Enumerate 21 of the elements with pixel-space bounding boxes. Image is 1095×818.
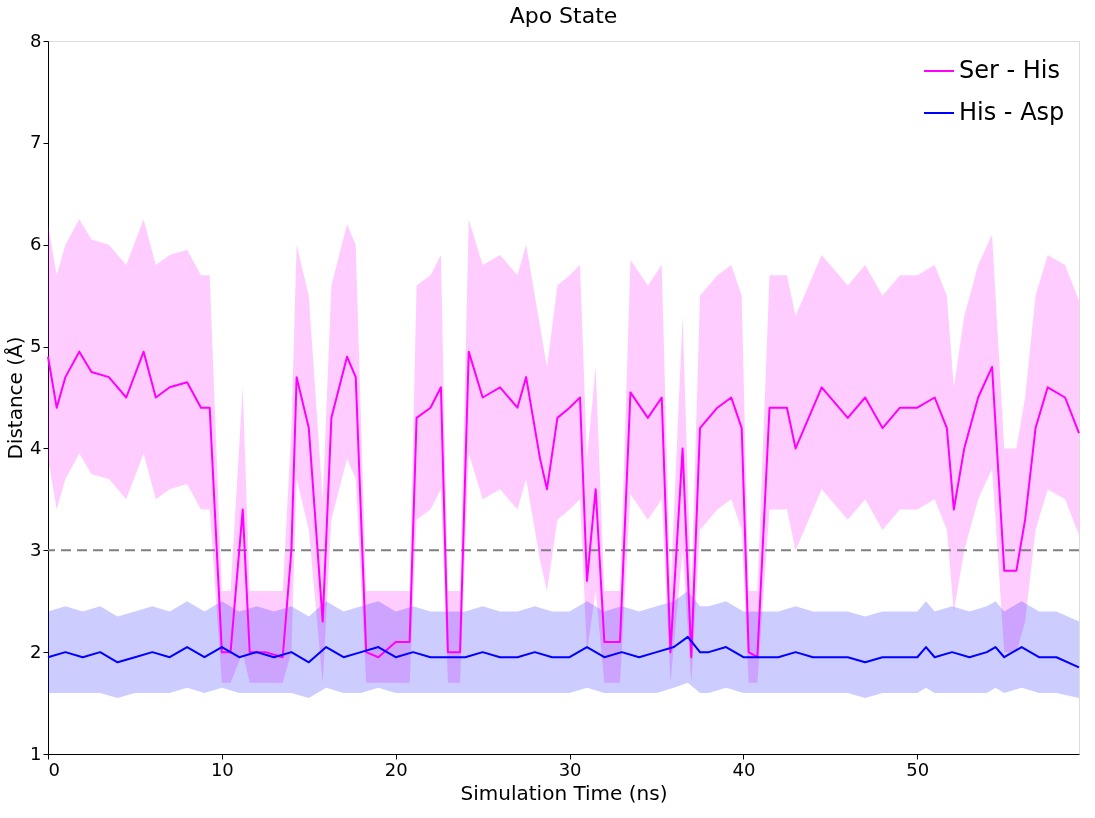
x-tick-label: 30 xyxy=(558,758,582,780)
y-tick-label: 5 xyxy=(30,335,42,357)
y-tick-label: 3 xyxy=(30,538,42,560)
legend-label: His - Asp xyxy=(959,98,1065,126)
y-tick-label: 4 xyxy=(30,436,42,458)
line-series xyxy=(47,635,1080,669)
x-tick-label: 10 xyxy=(210,758,234,780)
legend-label: Ser - His xyxy=(959,56,1061,84)
y-tick-label: 1 xyxy=(30,742,42,764)
y-tick-label: 6 xyxy=(30,233,42,255)
y-tick-label: 2 xyxy=(30,640,42,662)
y-tick-label: 7 xyxy=(30,131,42,153)
x-tick-label: 50 xyxy=(906,758,930,780)
x-tick-label: 0 xyxy=(48,758,60,780)
x-tick-label: 40 xyxy=(732,758,756,780)
x-axis-title: Simulation Time (ns) xyxy=(460,780,668,805)
y-tick-label: 8 xyxy=(30,29,42,51)
y-axis-title: Distance (Å) xyxy=(3,336,28,460)
x-tick-label: 20 xyxy=(384,758,408,780)
line-series xyxy=(47,350,1080,659)
chart-title: Apo State xyxy=(509,3,618,28)
